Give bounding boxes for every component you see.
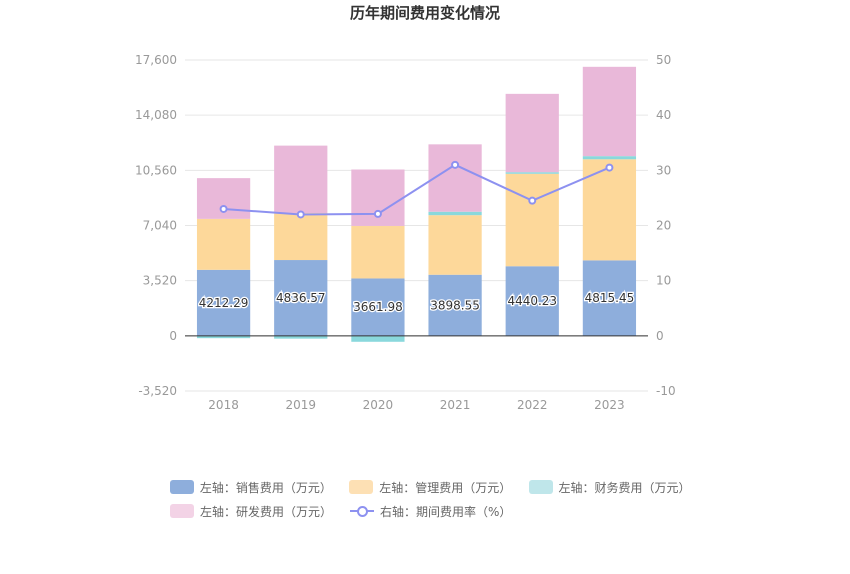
bar-segment — [582, 66, 637, 157]
bar-value-label: 3898.55 — [430, 298, 480, 312]
right-axis-ticks: 50 40 30 20 10 0 -10 — [656, 53, 676, 398]
bar-segment — [505, 173, 559, 267]
ratio-point — [373, 209, 382, 218]
bar-segment — [196, 218, 251, 270]
bar-segment — [274, 260, 328, 336]
legend-swatch-finance — [528, 480, 553, 494]
right-tick-label: -10 — [656, 384, 676, 398]
legend: 左轴：销售费用（万元） 左轴：管理费用（万元） 左轴：财务费用（万元） 左轴：研… — [170, 475, 691, 523]
bar-segment — [274, 145, 328, 214]
left-tick-label: -3,520 — [138, 384, 177, 398]
legend-item-sales[interactable]: 左轴：销售费用（万元） — [170, 479, 332, 496]
legend-swatch-rnd — [170, 504, 194, 518]
ratio-point — [296, 210, 305, 219]
right-tick-label: 50 — [656, 53, 671, 67]
left-axis-ticks: 17,600 14,080 10,560 7,040 3,520 0 -3,520 — [135, 53, 177, 398]
bar-segment — [582, 260, 637, 336]
bar-segment — [196, 269, 251, 336]
right-tick-label: 30 — [656, 163, 671, 177]
chart-canvas: 17,600 14,080 10,560 7,040 3,520 0 -3,520 50 40… — [135, 53, 676, 412]
legend-label-finance: 左轴：财务费用（万元） — [558, 480, 691, 495]
legend-label-admin: 左轴：管理费用（万元） — [379, 480, 512, 495]
ratio-line-series — [219, 160, 614, 219]
bar-value-label: 4815.45 — [585, 291, 635, 305]
ratio-line — [223, 163, 610, 216]
chart-title: 历年期间费用变化情况 — [349, 4, 500, 22]
legend-label-rnd: 左轴：研发费用（万元） — [200, 504, 333, 519]
bar-segment — [428, 215, 482, 275]
bar-segment — [428, 274, 482, 336]
left-tick-label: 10,560 — [135, 163, 177, 177]
bar-segment — [582, 156, 637, 160]
bar-segment — [505, 172, 559, 174]
bar-segment — [274, 213, 328, 261]
bar-value-label: 4440.23 — [507, 294, 557, 308]
legend-item-finance[interactable]: 左轴：财务费用（万元） — [528, 479, 691, 496]
left-tick-label: 7,040 — [143, 219, 177, 233]
bar-segment — [505, 93, 559, 173]
x-tick-label: 2019 — [285, 398, 316, 412]
legend-item-admin[interactable]: 左轴：管理费用（万元） — [349, 479, 512, 496]
ratio-point — [219, 204, 228, 213]
bar-data-labels: 4212.29 4836.57 3661.98 3898.55 4440.23 4815.… — [198, 290, 636, 316]
legend-item-ratio[interactable]: 右轴：期间费用率（%） — [350, 503, 511, 520]
bar-segment — [428, 144, 482, 212]
x-tick-label: 2018 — [208, 398, 239, 412]
bar-value-label: 3661.98 — [353, 300, 403, 314]
ratio-point — [605, 163, 614, 172]
legend-swatch-admin — [349, 480, 374, 494]
ratio-point — [528, 196, 537, 205]
bar-segment — [505, 266, 559, 336]
bar-segment — [274, 335, 328, 339]
left-tick-label: 14,080 — [135, 108, 177, 122]
left-tick-label: 3,520 — [143, 274, 177, 288]
left-tick-label: 17,600 — [135, 53, 177, 67]
x-tick-label: 2021 — [440, 398, 471, 412]
x-tick-label: 2022 — [517, 398, 548, 412]
right-tick-label: 40 — [656, 108, 671, 122]
legend-swatch-ratio — [350, 504, 375, 518]
bar-value-label: 4836.57 — [276, 291, 326, 305]
bar-value-label: 4212.29 — [199, 296, 249, 310]
x-tick-label: 2023 — [594, 398, 625, 412]
legend-label-ratio: 右轴：期间费用率（%） — [380, 504, 512, 519]
legend-label-sales: 左轴：销售费用（万元） — [199, 480, 332, 495]
bar-segment — [582, 159, 637, 261]
left-tick-label: 0 — [169, 329, 177, 343]
bar-segment — [428, 211, 482, 216]
right-tick-label: 20 — [656, 219, 671, 233]
right-tick-label: 10 — [656, 274, 671, 288]
legend-item-rnd[interactable]: 左轴：研发费用（万元） — [170, 503, 332, 520]
bar-series — [196, 66, 637, 342]
right-tick-label: 0 — [656, 329, 664, 343]
legend-swatch-sales — [170, 480, 194, 494]
bar-segment — [351, 335, 405, 342]
bar-segment — [351, 278, 405, 336]
ratio-point — [451, 160, 460, 169]
x-axis-ticks: 2018 2019 2020 2021 2022 2023 — [208, 398, 624, 412]
bar-segment — [196, 335, 251, 339]
x-tick-label: 2020 — [363, 398, 394, 412]
grid-lines — [185, 59, 648, 392]
bar-segment — [351, 225, 405, 279]
